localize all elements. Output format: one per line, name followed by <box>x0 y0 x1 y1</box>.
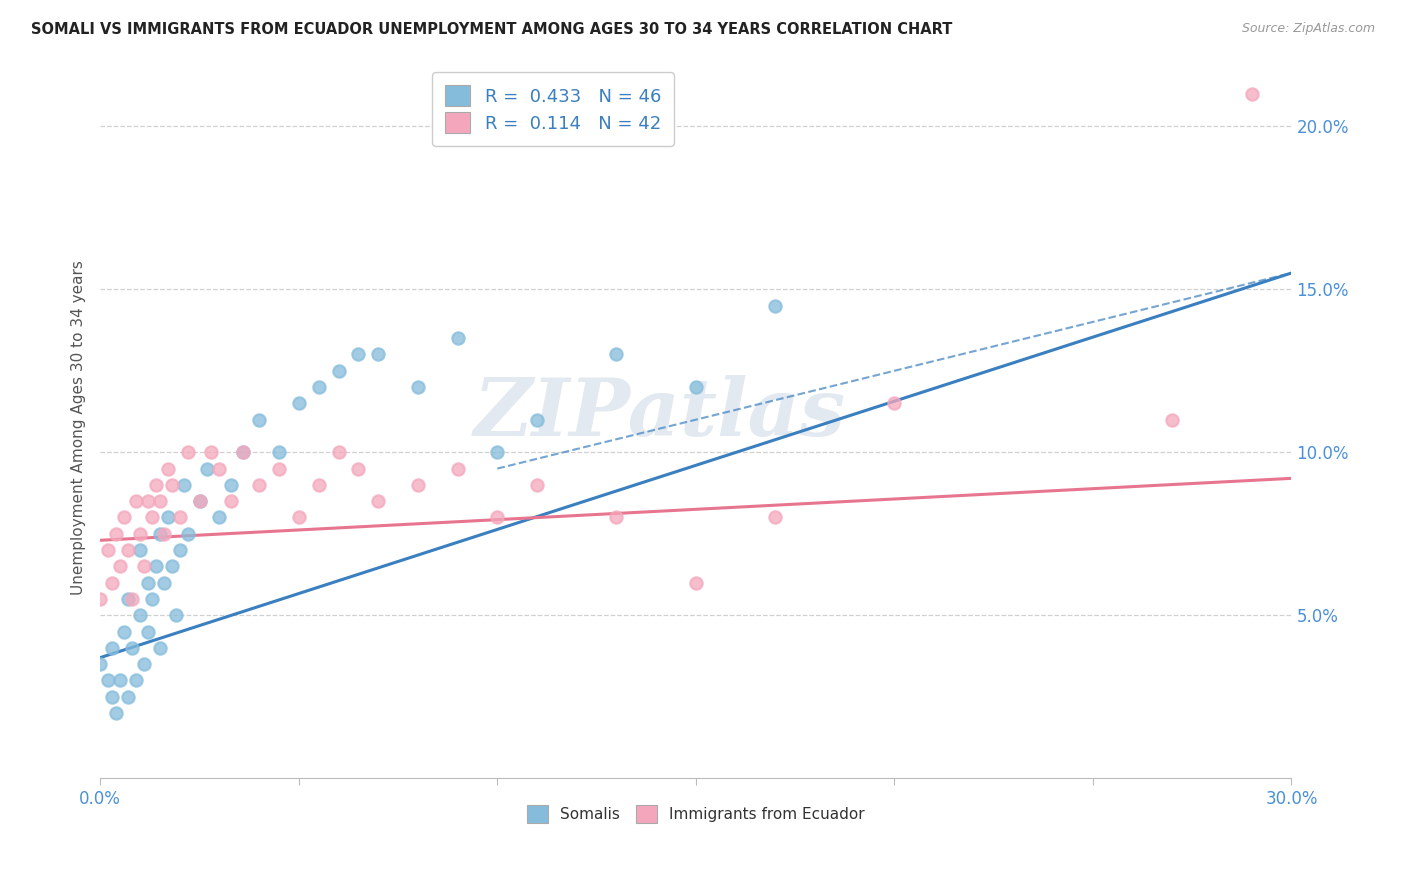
Point <box>221 494 243 508</box>
Point <box>129 526 152 541</box>
Point <box>347 347 370 361</box>
Point <box>328 445 350 459</box>
Point <box>605 510 627 524</box>
Point <box>149 526 172 541</box>
Point <box>129 543 152 558</box>
Point <box>446 461 468 475</box>
Point <box>149 640 172 655</box>
Point <box>152 526 174 541</box>
Point <box>200 445 222 459</box>
Point <box>101 575 124 590</box>
Point <box>136 494 159 508</box>
Point <box>208 461 231 475</box>
Point <box>169 510 191 524</box>
Point <box>105 526 128 541</box>
Point <box>156 461 179 475</box>
Point <box>132 559 155 574</box>
Point <box>328 364 350 378</box>
Point <box>1161 412 1184 426</box>
Point <box>486 445 509 459</box>
Point <box>173 478 195 492</box>
Point <box>347 461 370 475</box>
Point <box>169 543 191 558</box>
Point <box>129 608 152 623</box>
Point <box>176 526 198 541</box>
Point <box>367 494 389 508</box>
Point <box>685 575 707 590</box>
Point <box>141 510 163 524</box>
Point <box>232 445 254 459</box>
Point <box>132 657 155 672</box>
Y-axis label: Unemployment Among Ages 30 to 34 years: Unemployment Among Ages 30 to 34 years <box>72 260 86 595</box>
Point <box>247 478 270 492</box>
Point <box>1240 87 1263 101</box>
Point <box>117 591 139 606</box>
Legend: Somalis, Immigrants from Ecuador: Somalis, Immigrants from Ecuador <box>516 795 876 834</box>
Text: SOMALI VS IMMIGRANTS FROM ECUADOR UNEMPLOYMENT AMONG AGES 30 TO 34 YEARS CORRELA: SOMALI VS IMMIGRANTS FROM ECUADOR UNEMPL… <box>31 22 952 37</box>
Point <box>197 461 219 475</box>
Point <box>112 624 135 639</box>
Point <box>446 331 468 345</box>
Point <box>97 673 120 688</box>
Point <box>121 640 143 655</box>
Point <box>108 673 131 688</box>
Point <box>152 575 174 590</box>
Point <box>685 380 707 394</box>
Point <box>247 412 270 426</box>
Point <box>526 412 548 426</box>
Text: Source: ZipAtlas.com: Source: ZipAtlas.com <box>1241 22 1375 36</box>
Point <box>763 510 786 524</box>
Point <box>267 445 290 459</box>
Point <box>406 478 429 492</box>
Point <box>221 478 243 492</box>
Point <box>605 347 627 361</box>
Point <box>141 591 163 606</box>
Point <box>208 510 231 524</box>
Point <box>125 494 148 508</box>
Point <box>883 396 905 410</box>
Point <box>145 559 167 574</box>
Point <box>367 347 389 361</box>
Point <box>89 657 111 672</box>
Point <box>125 673 148 688</box>
Point <box>176 445 198 459</box>
Point <box>160 478 183 492</box>
Point <box>101 690 124 704</box>
Point <box>308 478 330 492</box>
Point <box>267 461 290 475</box>
Point <box>156 510 179 524</box>
Point <box>97 543 120 558</box>
Point <box>526 478 548 492</box>
Point <box>108 559 131 574</box>
Point <box>149 494 172 508</box>
Point <box>288 510 311 524</box>
Point <box>486 510 509 524</box>
Point <box>160 559 183 574</box>
Point <box>165 608 187 623</box>
Point <box>188 494 211 508</box>
Point <box>406 380 429 394</box>
Point <box>101 640 124 655</box>
Point <box>136 575 159 590</box>
Point <box>763 299 786 313</box>
Point <box>105 706 128 720</box>
Point <box>121 591 143 606</box>
Point <box>188 494 211 508</box>
Point <box>145 478 167 492</box>
Point <box>136 624 159 639</box>
Text: ZIPatlas: ZIPatlas <box>474 375 846 452</box>
Point <box>308 380 330 394</box>
Point <box>232 445 254 459</box>
Point <box>117 543 139 558</box>
Point <box>117 690 139 704</box>
Point <box>112 510 135 524</box>
Point <box>89 591 111 606</box>
Point <box>288 396 311 410</box>
